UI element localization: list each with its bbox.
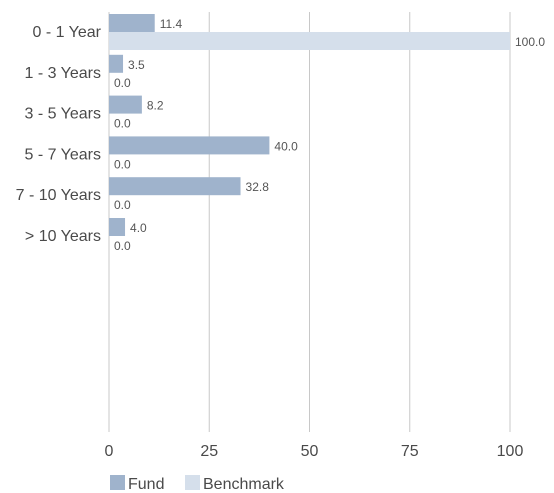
gridlines	[108, 12, 511, 432]
benchmark-value-label: 0.0	[114, 239, 131, 253]
x-tick-label: 0	[105, 443, 114, 460]
fund-bar	[109, 95, 142, 114]
benchmark-value-label: 0.0	[114, 76, 131, 90]
fund-value-label: 32.8	[246, 180, 270, 194]
benchmark-value-label: 0.0	[114, 157, 131, 171]
benchmark-legend-swatch	[185, 475, 200, 490]
benchmark-bar	[109, 32, 510, 50]
fund-value-label: 40.0	[274, 139, 298, 153]
x-axis-tick-labels: 0 25 50 75 100	[105, 443, 524, 460]
bars	[109, 14, 510, 236]
fund-value-label: 11.4	[160, 17, 183, 31]
category-label: 3 - 5 Years	[25, 106, 102, 123]
fund-value-label: 8.2	[147, 99, 164, 113]
benchmark-value-label: 0.0	[114, 198, 131, 212]
category-label: 5 - 7 Years	[25, 146, 102, 163]
fund-legend-label: Fund	[128, 476, 164, 493]
category-labels: 0 - 1 Year 1 - 3 Years 3 - 5 Years 5 - 7 Ye…	[16, 24, 102, 245]
value-labels: 11.4 100.0 3.5 0.0 8.2 0.0 40.0 0.0 32.8 0.0 4.0 0.…	[114, 17, 545, 253]
fund-bar	[109, 218, 126, 236]
legend: Fund Benchmark	[110, 475, 285, 493]
fund-bar	[109, 54, 124, 73]
x-tick-label: 25	[200, 443, 218, 460]
benchmark-value-label: 100.0	[515, 35, 545, 49]
fund-bar	[109, 177, 241, 196]
fund-bar	[109, 14, 155, 32]
benchmark-legend-label: Benchmark	[203, 476, 285, 493]
x-tick-label: 75	[401, 443, 419, 460]
fund-value-label: 3.5	[128, 58, 145, 72]
fund-legend-swatch	[110, 475, 125, 490]
benchmark-value-label: 0.0	[114, 117, 131, 131]
category-label: 1 - 3 Years	[25, 65, 102, 82]
category-label: 7 - 10 Years	[16, 187, 101, 204]
x-tick-label: 50	[301, 443, 319, 460]
x-tick-label: 100	[497, 443, 524, 460]
fund-bar	[109, 136, 270, 155]
category-label: > 10 Years	[25, 228, 101, 245]
fund-value-label: 4.0	[130, 221, 147, 235]
category-label: 0 - 1 Year	[33, 24, 102, 41]
